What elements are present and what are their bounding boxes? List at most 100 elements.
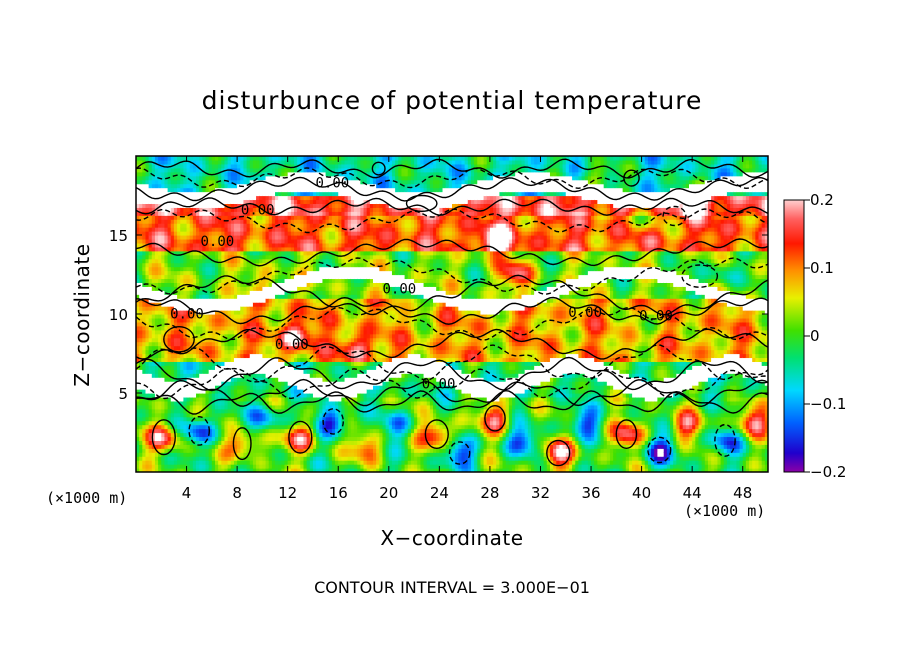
heatmap-cell (151, 294, 156, 299)
heatmap-cell (221, 278, 226, 283)
heatmap-cell (268, 377, 273, 382)
heatmap-cell (259, 250, 263, 256)
heatmap-cell (287, 349, 292, 355)
heatmap-cell (325, 412, 330, 418)
heatmap-cell (192, 290, 197, 295)
heatmap-cell (287, 456, 292, 461)
heatmap-cell (177, 294, 181, 299)
heatmap-cell (183, 337, 188, 343)
heatmap-cell (183, 211, 188, 216)
heatmap-cell (303, 278, 308, 283)
heatmap-cell (297, 294, 301, 299)
heatmap-cell (173, 167, 178, 173)
heatmap-cell (177, 227, 181, 232)
heatmap-cell (262, 310, 267, 315)
heatmap-cell (325, 242, 330, 248)
heatmap-cell (312, 389, 317, 394)
heatmap-cell (218, 456, 222, 461)
heatmap-cell (306, 246, 311, 252)
heatmap-cell (316, 357, 320, 362)
heatmap-cell (240, 393, 245, 398)
heatmap-cell (173, 242, 178, 248)
heatmap-cell (309, 321, 314, 327)
heatmap-cell (316, 254, 320, 260)
heatmap-cell (230, 310, 235, 315)
heatmap-cell (164, 278, 169, 283)
heatmap-cell (240, 408, 245, 414)
heatmap-cell (243, 203, 248, 208)
heatmap-cell (158, 310, 162, 315)
heatmap-cell (246, 361, 251, 366)
heatmap-cell (164, 270, 169, 276)
heatmap-cell (183, 156, 188, 161)
heatmap-cell (233, 365, 238, 370)
heatmap-cell (170, 207, 175, 212)
heatmap-cell (278, 389, 282, 394)
heatmap-cell (205, 167, 210, 173)
heatmap-cell (221, 448, 226, 453)
heatmap-cell (271, 424, 276, 430)
heatmap-cell (265, 175, 270, 181)
heatmap-cell (312, 270, 317, 276)
heatmap-cell (148, 278, 153, 283)
heatmap-cell (221, 345, 226, 351)
heatmap-cell (173, 199, 178, 204)
heatmap-cell (243, 436, 248, 441)
heatmap-cell (186, 191, 191, 197)
heatmap-cell (154, 428, 159, 434)
heatmap-cell (180, 341, 184, 347)
heatmap-cell (183, 262, 188, 268)
heatmap-cell (186, 365, 191, 370)
heatmap-cell (173, 317, 178, 323)
heatmap-cell (306, 337, 311, 343)
heatmap-cell (290, 270, 295, 276)
heatmap-cell (199, 317, 203, 323)
heatmap-cell (202, 381, 207, 386)
heatmap-cell (316, 416, 320, 422)
heatmap-cell (230, 195, 235, 201)
heatmap-cell (170, 452, 175, 457)
heatmap-cell (309, 416, 314, 422)
heatmap-cell (303, 436, 308, 441)
heatmap-cell (224, 333, 229, 339)
heatmap-cell (240, 235, 245, 240)
heatmap-cell (268, 199, 273, 204)
heatmap-cell (208, 408, 213, 414)
heatmap-cell (243, 333, 248, 339)
heatmap-cell (145, 404, 150, 410)
heatmap-cell (275, 250, 279, 256)
heatmap-cell (281, 456, 286, 461)
heatmap-cell (161, 250, 166, 256)
heatmap-cell (183, 444, 188, 449)
heatmap-cell (306, 353, 311, 359)
heatmap-cell (202, 175, 207, 181)
heatmap-cell (237, 274, 241, 280)
heatmap-cell (265, 238, 270, 244)
heatmap-cell (211, 349, 216, 355)
heatmap-cell (259, 290, 263, 295)
heatmap-cell (136, 215, 140, 220)
heatmap-cell (192, 424, 197, 430)
heatmap-cell (297, 211, 301, 216)
heatmap-cell (164, 159, 169, 165)
heatmap-cell (319, 310, 324, 315)
heatmap-cell (262, 325, 267, 331)
heatmap-cell (249, 270, 254, 276)
heatmap-cell (148, 246, 153, 252)
heatmap-cell (290, 452, 295, 457)
heatmap-cell (202, 286, 207, 291)
heatmap-cell (151, 420, 156, 426)
heatmap-cell (265, 321, 270, 327)
heatmap-cell (167, 235, 172, 240)
heatmap-cell (319, 460, 324, 465)
heatmap-cell (221, 314, 226, 319)
heatmap-cell (300, 199, 305, 204)
heatmap-cell (224, 345, 229, 351)
heatmap-cell (328, 266, 333, 272)
heatmap-cell (215, 381, 219, 386)
heatmap-cell (189, 408, 194, 414)
heatmap-cell (319, 361, 324, 366)
heatmap-cell (246, 464, 251, 469)
heatmap-cell (161, 428, 166, 434)
heatmap-cell (186, 171, 191, 177)
